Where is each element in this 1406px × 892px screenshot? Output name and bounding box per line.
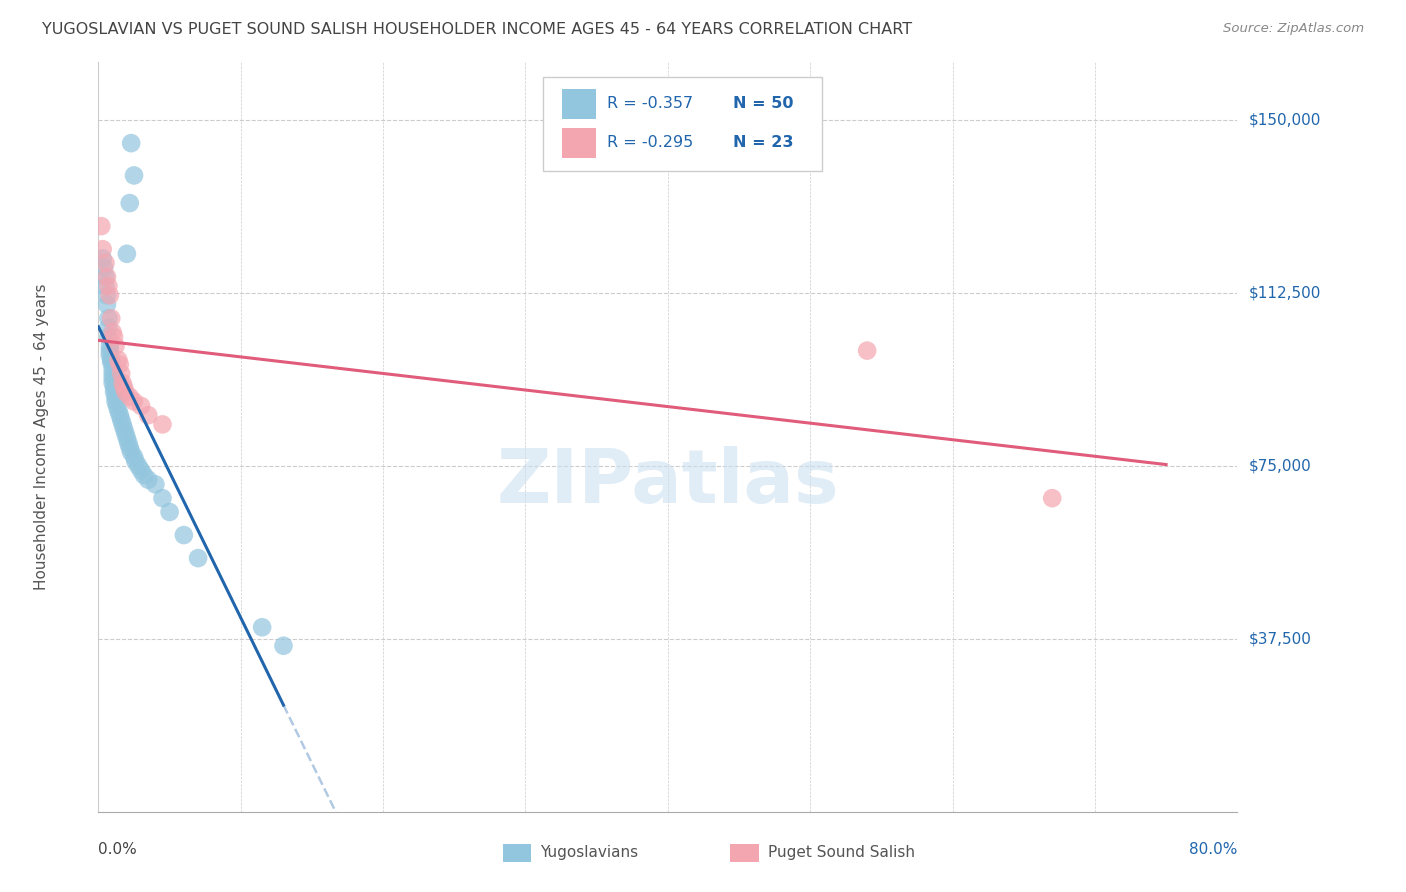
Point bbox=[117, 435, 139, 450]
Text: ZIPatlas: ZIPatlas bbox=[496, 445, 839, 518]
Point bbox=[101, 362, 124, 376]
Point bbox=[152, 491, 174, 505]
Point bbox=[187, 551, 209, 566]
Point bbox=[98, 343, 121, 358]
Text: 0.0%: 0.0% bbox=[98, 842, 138, 857]
Point bbox=[127, 458, 149, 473]
Point bbox=[120, 136, 142, 150]
Point bbox=[110, 367, 132, 381]
Text: N = 23: N = 23 bbox=[733, 135, 793, 150]
Point bbox=[94, 279, 117, 293]
Point bbox=[103, 330, 125, 344]
Text: Householder Income Ages 45 - 64 years: Householder Income Ages 45 - 64 years bbox=[34, 284, 49, 591]
Point bbox=[97, 330, 120, 344]
Point bbox=[114, 426, 136, 441]
Point bbox=[118, 196, 141, 211]
Point bbox=[98, 288, 121, 302]
Point bbox=[107, 403, 129, 417]
Point bbox=[91, 252, 114, 266]
Point bbox=[122, 394, 145, 409]
Bar bbox=[562, 88, 596, 119]
Point bbox=[110, 413, 132, 427]
Text: Yugoslavians: Yugoslavians bbox=[540, 846, 638, 861]
Point bbox=[129, 399, 152, 413]
Point bbox=[132, 468, 155, 483]
Point bbox=[98, 339, 121, 353]
Text: Source: ZipAtlas.com: Source: ZipAtlas.com bbox=[1223, 22, 1364, 36]
Point bbox=[115, 431, 138, 445]
Point bbox=[101, 371, 124, 385]
Point bbox=[118, 390, 141, 404]
Point bbox=[273, 639, 295, 653]
Point bbox=[129, 463, 152, 477]
Point bbox=[96, 288, 118, 302]
Point bbox=[1040, 491, 1063, 505]
Point bbox=[93, 260, 115, 275]
Point bbox=[120, 445, 142, 459]
Text: R = -0.295: R = -0.295 bbox=[607, 135, 693, 150]
Point bbox=[94, 256, 117, 270]
Point bbox=[101, 367, 124, 381]
Point bbox=[104, 390, 127, 404]
Text: $112,500: $112,500 bbox=[1249, 285, 1320, 301]
Point bbox=[96, 297, 118, 311]
Point bbox=[104, 339, 127, 353]
Point bbox=[101, 376, 124, 390]
Text: 80.0%: 80.0% bbox=[1189, 842, 1237, 857]
Point bbox=[118, 441, 141, 455]
Text: $150,000: $150,000 bbox=[1249, 112, 1320, 128]
Point bbox=[94, 269, 117, 284]
Point bbox=[103, 380, 125, 394]
Point bbox=[96, 269, 118, 284]
Point bbox=[136, 408, 159, 422]
Point bbox=[115, 247, 138, 261]
Text: $37,500: $37,500 bbox=[1249, 632, 1312, 647]
Point bbox=[111, 376, 134, 390]
Point bbox=[159, 505, 181, 519]
Bar bbox=[503, 844, 531, 863]
Text: $75,000: $75,000 bbox=[1249, 458, 1312, 474]
Point bbox=[111, 417, 134, 432]
Text: YUGOSLAVIAN VS PUGET SOUND SALISH HOUSEHOLDER INCOME AGES 45 - 64 YEARS CORRELAT: YUGOSLAVIAN VS PUGET SOUND SALISH HOUSEH… bbox=[42, 22, 912, 37]
Point bbox=[104, 394, 127, 409]
Point bbox=[108, 358, 131, 372]
Point bbox=[98, 348, 121, 362]
Point bbox=[856, 343, 879, 358]
Text: N = 50: N = 50 bbox=[733, 96, 793, 112]
Point bbox=[100, 352, 122, 367]
Point bbox=[91, 242, 114, 256]
Point bbox=[90, 219, 112, 234]
Point bbox=[108, 408, 131, 422]
Bar bbox=[562, 128, 596, 158]
Point bbox=[173, 528, 195, 542]
Point bbox=[97, 311, 120, 326]
Text: Puget Sound Salish: Puget Sound Salish bbox=[768, 846, 915, 861]
Point bbox=[152, 417, 174, 432]
Point bbox=[112, 422, 135, 436]
Point bbox=[114, 385, 136, 400]
Bar bbox=[731, 844, 759, 863]
Text: R = -0.357: R = -0.357 bbox=[607, 96, 693, 112]
Point bbox=[100, 311, 122, 326]
Point bbox=[101, 325, 124, 339]
Point bbox=[103, 385, 125, 400]
Point bbox=[107, 352, 129, 367]
Point bbox=[97, 279, 120, 293]
Point bbox=[112, 380, 135, 394]
Point bbox=[105, 399, 128, 413]
Point bbox=[122, 450, 145, 464]
Point bbox=[145, 477, 167, 491]
Point bbox=[97, 320, 120, 334]
Point bbox=[136, 473, 159, 487]
Point bbox=[124, 454, 146, 468]
FancyBboxPatch shape bbox=[543, 78, 821, 171]
Point bbox=[100, 355, 122, 369]
Point bbox=[122, 169, 145, 183]
Point bbox=[250, 620, 273, 634]
